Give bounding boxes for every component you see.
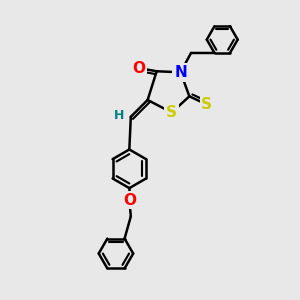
Text: S: S <box>166 105 177 120</box>
Text: S: S <box>201 97 212 112</box>
Text: H: H <box>114 109 125 122</box>
Text: N: N <box>174 65 187 80</box>
Text: O: O <box>123 193 136 208</box>
Text: O: O <box>133 61 146 76</box>
